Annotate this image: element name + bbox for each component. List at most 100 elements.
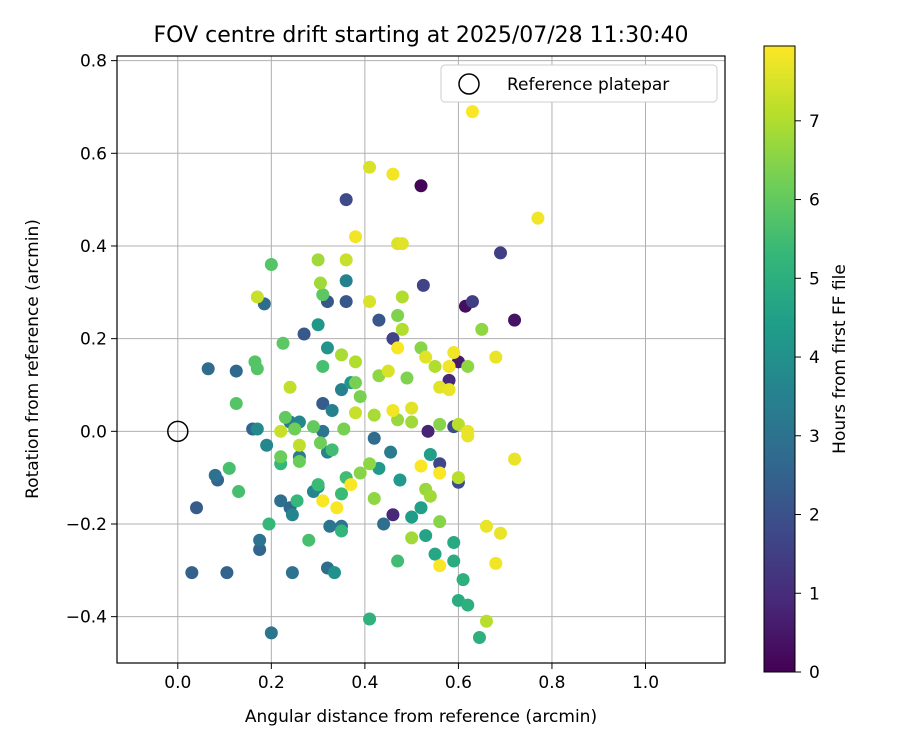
data-point — [229, 364, 243, 378]
x-tick-label: 0.8 — [538, 673, 565, 693]
data-point — [451, 471, 465, 485]
data-point — [232, 485, 246, 499]
data-point — [363, 160, 377, 174]
data-point — [508, 313, 522, 327]
data-point — [442, 373, 456, 387]
data-point — [414, 459, 428, 473]
data-point — [400, 371, 414, 385]
colorbar-tick-label: 6 — [809, 191, 820, 211]
data-point — [264, 626, 278, 640]
data-point — [278, 410, 292, 424]
data-point — [384, 445, 398, 459]
y-tick-label: 0.0 — [80, 422, 107, 442]
data-point — [377, 517, 391, 531]
data-point — [274, 450, 288, 464]
data-point — [414, 501, 428, 515]
data-point — [349, 355, 363, 369]
data-point — [253, 533, 267, 547]
data-point — [327, 566, 341, 580]
data-point — [320, 341, 334, 355]
data-point — [353, 390, 367, 404]
data-point — [339, 295, 353, 309]
data-point — [190, 501, 204, 515]
data-point — [339, 253, 353, 267]
colorbar-tick-label: 1 — [809, 584, 820, 604]
data-point — [381, 364, 395, 378]
data-point — [423, 489, 437, 503]
data-point — [334, 348, 348, 362]
data-point — [391, 554, 405, 568]
legend-box — [440, 64, 718, 103]
data-point — [479, 519, 493, 533]
data-point — [447, 536, 461, 550]
data-point — [290, 494, 304, 508]
data-point — [264, 258, 278, 272]
data-point — [508, 452, 522, 466]
legend-label: Reference platepar — [507, 75, 669, 95]
data-point — [405, 510, 419, 524]
data-point — [316, 494, 330, 508]
colorbar-tick-label: 0 — [809, 663, 820, 683]
data-point — [494, 246, 508, 260]
data-point — [363, 612, 377, 626]
data-point — [405, 415, 419, 429]
data-point — [428, 547, 442, 561]
data-point — [461, 598, 475, 612]
data-point — [419, 529, 433, 543]
data-point — [367, 492, 381, 506]
data-point — [185, 566, 199, 580]
data-point — [316, 397, 330, 411]
data-point — [433, 457, 447, 471]
data-point — [363, 457, 377, 471]
colorbar-tick-label: 2 — [809, 506, 820, 526]
x-tick-label: 0.0 — [164, 673, 191, 693]
data-point — [339, 274, 353, 288]
data-point — [316, 288, 330, 302]
data-point — [353, 466, 367, 480]
data-point — [433, 417, 447, 431]
chart-title: FOV centre drift starting at 2025/07/28 … — [154, 23, 689, 48]
data-point — [433, 559, 447, 573]
data-point — [461, 429, 475, 443]
y-tick-label: 0.6 — [80, 144, 107, 164]
data-point — [367, 431, 381, 445]
data-point — [405, 531, 419, 545]
data-point — [274, 424, 288, 438]
data-point — [428, 359, 442, 373]
data-point — [442, 359, 456, 373]
colorbar-tick-label: 5 — [809, 269, 820, 289]
data-point — [311, 318, 325, 332]
data-point — [456, 573, 470, 587]
data-point — [285, 566, 299, 580]
data-point — [323, 519, 337, 533]
data-point — [330, 501, 344, 515]
data-point — [311, 253, 325, 267]
data-point — [363, 295, 377, 309]
data-point — [465, 295, 479, 309]
data-point — [292, 454, 306, 468]
data-point — [334, 383, 348, 397]
y-tick-label: 0.2 — [80, 330, 107, 350]
x-tick-label: 1.0 — [632, 673, 659, 693]
data-point — [405, 401, 419, 415]
data-point — [276, 336, 290, 350]
data-point — [283, 380, 297, 394]
data-point — [447, 554, 461, 568]
data-point — [250, 290, 264, 304]
reference-platepar-marker — [167, 420, 189, 443]
data-point — [220, 566, 234, 580]
data-point — [349, 376, 363, 390]
data-point — [306, 420, 320, 434]
data-point — [337, 422, 351, 436]
data-point — [395, 290, 409, 304]
data-point — [433, 515, 447, 529]
data-point — [250, 422, 264, 436]
data-point — [393, 473, 407, 487]
data-point — [292, 438, 306, 452]
colorbar-ticks: 0 1 2 3 4 5 6 7 — [795, 112, 820, 683]
data-point — [423, 447, 437, 461]
data-point — [229, 397, 243, 411]
data-point — [208, 468, 222, 482]
data-point — [531, 211, 545, 225]
